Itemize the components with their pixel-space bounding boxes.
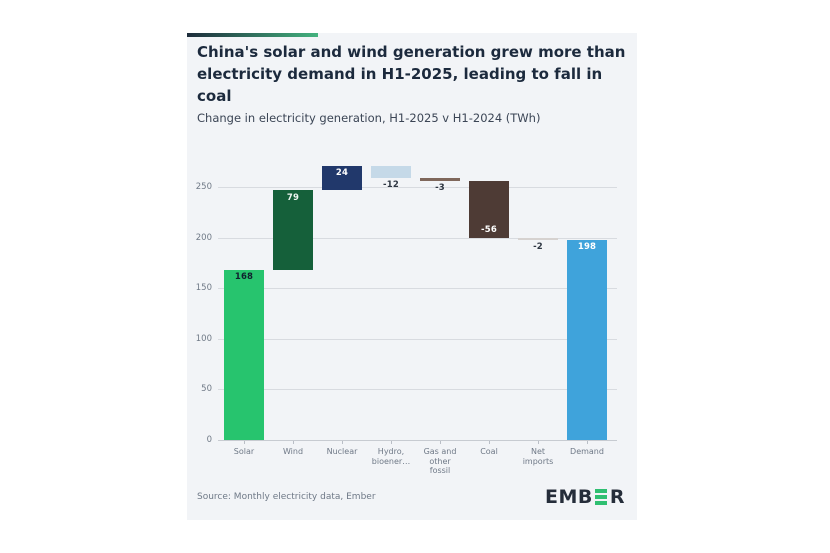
bar-solar	[224, 269, 264, 440]
bar-net-imports	[518, 237, 558, 240]
chart-title: China's solar and wind generation grew m…	[197, 43, 626, 105]
gridline-150	[218, 288, 617, 290]
chart-card: China's solar and wind generation grew m…	[187, 33, 637, 520]
y-tick-label-250: 250	[195, 182, 212, 192]
x-tick-coal	[489, 441, 490, 444]
x-label-nuclear: Nuclear	[326, 447, 358, 456]
chart-subtitle: Change in electricity generation, H1-202…	[197, 111, 541, 125]
x-label-coal: Coal	[480, 447, 498, 456]
gridline-100	[218, 338, 617, 340]
x-tick-demand	[587, 441, 588, 444]
value-label-solar: 168	[234, 272, 254, 283]
x-label-solar: Solar	[233, 447, 255, 456]
x-tick-hydro-bioenergy	[391, 441, 392, 444]
bar-nuclear	[322, 165, 362, 191]
logo-text-r: R	[609, 486, 625, 508]
x-label-wind: Wind	[282, 447, 304, 456]
plot-area: 0 50 100 150 200 250 168 Solar 79 Wind 24 Nuclear -1…	[187, 33, 637, 520]
footer: Source: Monthly electricity data, Ember …	[197, 486, 625, 508]
value-label-net-imports: -2	[533, 241, 543, 252]
x-tick-solar	[244, 441, 245, 444]
y-tick-label-0: 0	[206, 435, 212, 445]
y-tick-label-100: 100	[195, 333, 212, 344]
gridline-0	[218, 440, 617, 441]
value-label-demand: 198	[577, 242, 597, 253]
x-label-demand: Demand	[570, 447, 604, 456]
y-tick-label-200: 200	[195, 232, 212, 243]
ember-logo: EMB R	[545, 486, 625, 508]
x-tick-nuclear	[342, 441, 343, 444]
value-label-coal: -56	[481, 224, 497, 235]
value-label-nuclear: 24	[335, 168, 349, 179]
y-tick-label-150: 150	[195, 283, 212, 294]
bar-hydro-bioenergy	[371, 165, 411, 178]
source-note: Source: Monthly electricity data, Ember	[197, 492, 376, 502]
value-label-gas-other-fossil: -3	[435, 182, 445, 193]
x-tick-gas-other-fossil	[440, 441, 441, 444]
bar-demand	[567, 239, 607, 440]
x-label-hydro-bioenergy: Hydro, bioener…	[371, 447, 411, 466]
bar-coal	[469, 180, 509, 238]
x-tick-wind	[293, 441, 294, 444]
value-label-hydro-bioenergy: -12	[383, 179, 399, 190]
accent-gradient-bar	[187, 33, 318, 37]
gridline-200	[218, 237, 617, 239]
logo-green-e-icon	[595, 488, 608, 506]
bar-wind	[273, 190, 313, 270]
x-tick-net-imports	[538, 441, 539, 444]
x-label-gas-other-fossil: Gas and other fossil	[423, 447, 457, 475]
gridline-50	[218, 389, 617, 391]
logo-text-emb: EMB	[544, 486, 593, 508]
x-label-net-imports: Net imports	[522, 447, 554, 466]
bar-gas-other-fossil	[420, 177, 460, 181]
gridline-250	[218, 187, 617, 188]
value-label-wind: 79	[286, 192, 300, 203]
y-tick-label-50: 50	[201, 384, 212, 395]
